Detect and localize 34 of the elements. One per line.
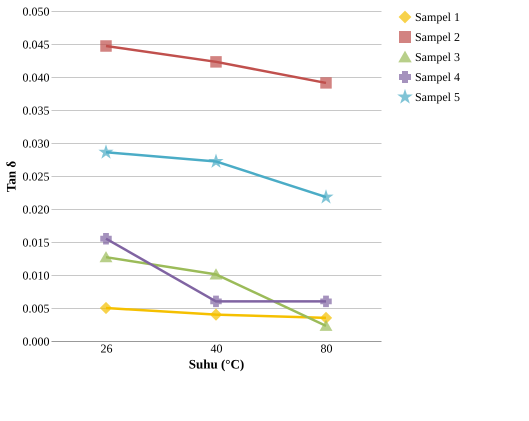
y-tick-label: 0.050	[22, 4, 50, 18]
y-axis-title: Tan δ	[4, 160, 18, 192]
point	[210, 56, 222, 68]
point	[320, 312, 332, 324]
point	[100, 232, 112, 244]
y-tick-label: 0.010	[22, 268, 50, 282]
y-tick-label: 0.035	[22, 104, 50, 118]
legend-label: Sampel 3	[415, 50, 460, 64]
point	[210, 308, 222, 320]
point	[100, 146, 112, 158]
x-tick-label: 40	[210, 342, 222, 356]
point	[100, 302, 112, 314]
legend-label: Sampel 1	[415, 10, 460, 24]
y-tick-label: 0.005	[22, 302, 50, 316]
point	[210, 296, 222, 308]
y-tick-label: 0.015	[22, 236, 50, 250]
x-tick-label: 80	[320, 342, 332, 356]
y-tick-label: 0.025	[22, 170, 50, 184]
y-tick-label: 0.045	[22, 38, 50, 52]
point	[320, 77, 332, 89]
point	[100, 252, 112, 262]
y-tick-label: 0.020	[22, 202, 50, 216]
point	[100, 40, 112, 52]
y-tick-label: 0.000	[22, 334, 50, 348]
x-axis-title: Suhu (°C)	[188, 356, 244, 372]
y-tick-label: 0.030	[22, 136, 50, 150]
point	[320, 296, 332, 308]
x-tick-label: 26	[100, 342, 112, 356]
legend-label: Sampel 2	[415, 30, 460, 44]
point	[210, 269, 222, 280]
legend-label: Sampel 4	[415, 70, 460, 84]
y-tick-label: 0.040	[22, 70, 50, 84]
point	[320, 320, 332, 331]
legend-label: Sampel 5	[415, 90, 460, 104]
